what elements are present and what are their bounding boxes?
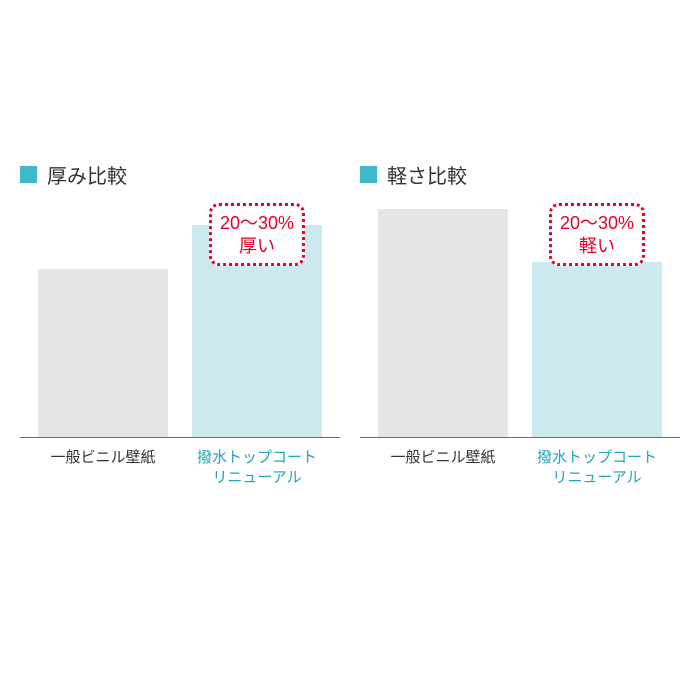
bar — [38, 269, 168, 437]
chart-title-row: 厚み比較 — [20, 160, 340, 189]
axis-label: 一般ビニル壁紙 — [38, 448, 168, 489]
callout-line1: 20～30% — [560, 212, 634, 235]
chart-title: 厚み比較 — [47, 160, 127, 189]
labels-row: 一般ビニル壁紙 撥水トップコートリニューアル — [20, 448, 340, 489]
callout: 20～30% 厚い — [209, 203, 305, 266]
chart-title-row: 軽さ比較 — [360, 160, 680, 189]
bar-slot: 20～30% 軽い — [532, 207, 662, 437]
plot-area: 20～30% 厚い — [20, 207, 340, 437]
baseline — [20, 437, 340, 438]
axis-label: 撥水トップコートリニューアル — [532, 448, 662, 489]
plot-area: 20～30% 軽い — [360, 207, 680, 437]
chart-thickness: 厚み比較 20～30% 厚い 一般ビニル壁紙 撥水トップコートリニューアル — [20, 160, 340, 489]
title-square-icon — [360, 166, 377, 183]
bar — [532, 262, 662, 437]
bar-slot: 20～30% 厚い — [192, 207, 322, 437]
chart-lightness: 軽さ比較 20～30% 軽い 一般ビニル壁紙 撥水トップコートリニューアル — [360, 160, 680, 489]
callout-line2: 厚い — [220, 235, 294, 258]
bar-slot — [378, 207, 508, 437]
baseline — [360, 437, 680, 438]
axis-label: 撥水トップコートリニューアル — [192, 448, 322, 489]
callout: 20～30% 軽い — [549, 203, 645, 266]
bar-slot — [38, 207, 168, 437]
bar — [378, 209, 508, 437]
title-square-icon — [20, 166, 37, 183]
callout-line2: 軽い — [560, 235, 634, 258]
callout-line1: 20～30% — [220, 212, 294, 235]
charts-container: 厚み比較 20～30% 厚い 一般ビニル壁紙 撥水トップコートリニューアル — [0, 160, 700, 489]
labels-row: 一般ビニル壁紙 撥水トップコートリニューアル — [360, 448, 680, 489]
axis-label: 一般ビニル壁紙 — [378, 448, 508, 489]
chart-title: 軽さ比較 — [387, 160, 467, 189]
